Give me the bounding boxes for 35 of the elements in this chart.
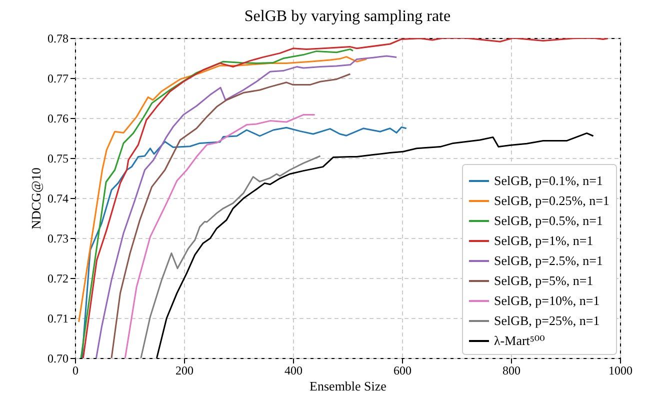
line-series [96,55,398,358]
legend-label: SelGB, p=1%, n=1 [494,233,594,248]
legend-label: λ-Mart⁵⁰⁰ [494,333,545,348]
legend-label: SelGB, p=0.1%, n=1 [494,173,603,188]
line-series [80,48,354,358]
y-tick-label: 0.70 [48,352,68,366]
y-tick-label: 0.72 [48,272,68,286]
x-tick-label: 400 [284,364,302,378]
legend-label: SelGB, p=5%, n=1 [494,273,594,288]
x-tick-label: 800 [502,364,520,378]
line-series [81,126,408,358]
x-tick-label: 200 [176,364,194,378]
line-series [78,56,368,323]
legend-label: SelGB, p=2.5%, n=1 [494,253,603,268]
legend-label: SelGB, p=0.5%, n=1 [494,213,603,228]
y-tick-label: 0.73 [48,232,68,246]
y-tick-label: 0.74 [48,192,68,206]
y-tick-label: 0.78 [48,32,68,46]
y-tick-label: 0.71 [48,312,68,326]
line-series [110,73,351,358]
chart-title: SelGB by varying sampling rate [244,8,451,25]
line-series [82,38,609,358]
y-tick-label: 0.75 [48,152,68,166]
legend-label: SelGB, p=25%, n=1 [494,313,600,328]
line-series [140,155,321,358]
y-tick-label: 0.76 [48,112,68,126]
x-tick-label: 0 [72,364,78,378]
legend-label: SelGB, p=10%, n=1 [494,293,600,308]
x-axis-title: Ensemble Size [310,378,387,394]
x-tick-label: 600 [394,364,412,378]
y-axis-title: NDCG@10 [28,168,44,230]
x-tick-label: 1000 [608,364,632,378]
line-series [124,114,316,358]
legend-label: SelGB, p=0.25%, n=1 [494,193,610,208]
y-tick-label: 0.77 [48,72,68,86]
